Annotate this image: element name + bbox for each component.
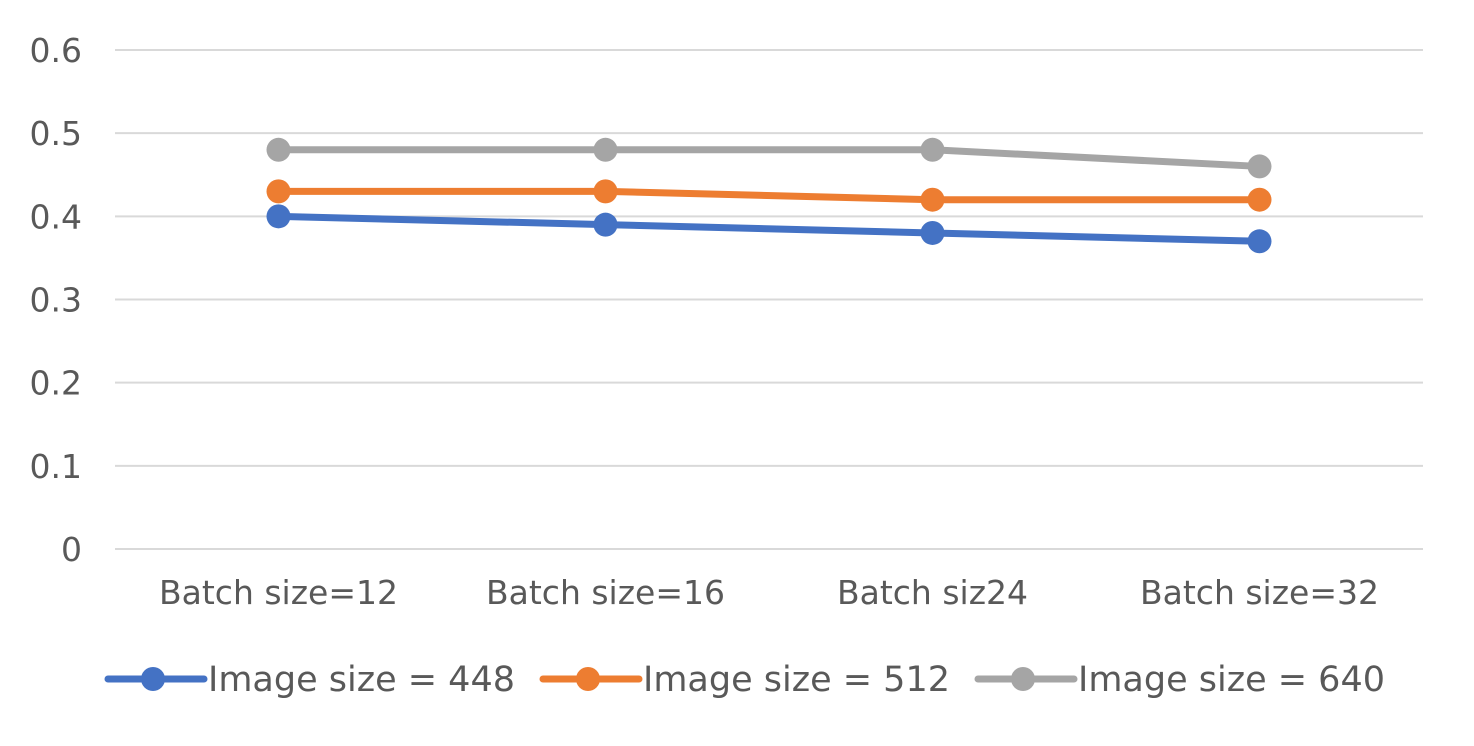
y-tick-label: 0: [61, 530, 82, 569]
legend-item: Image size = 512: [539, 660, 950, 700]
y-tick-label: 0.6: [30, 31, 82, 70]
x-tick-label: Batch size=16: [486, 573, 725, 612]
data-point: [920, 220, 945, 245]
legend-marker: [1011, 667, 1035, 691]
data-point: [266, 179, 291, 204]
legend-item: Image size = 640: [974, 660, 1385, 700]
legend-marker: [141, 667, 165, 691]
x-axis-ticks: Batch size=12 Batch size=16 Batch siz24 Bat…: [159, 573, 1379, 612]
series-line: [275, 212, 1263, 245]
legend-item: Image size = 448: [104, 660, 515, 700]
legend: Image size = 448 Image size = 512 Image si…: [104, 660, 1385, 700]
legend-marker: [576, 667, 600, 691]
y-tick-label: 0.4: [30, 197, 82, 236]
y-tick-label: 0.3: [30, 281, 82, 320]
legend-label: Image size = 448: [208, 660, 515, 700]
gridlines: [115, 49, 1423, 550]
data-point: [266, 204, 291, 229]
legend-label: Image size = 640: [1078, 660, 1385, 700]
x-tick-label: Batch siz24: [837, 573, 1028, 612]
data-point: [1247, 187, 1272, 212]
series-3: [266, 137, 1272, 179]
y-tick-label: 0.1: [30, 447, 82, 486]
data-point: [593, 179, 618, 204]
data-point: [1247, 229, 1272, 254]
data-point: [1247, 154, 1272, 179]
data-point: [920, 187, 945, 212]
series-lines: [266, 137, 1272, 254]
data-point: [593, 212, 618, 237]
data-point: [593, 137, 618, 162]
series-line: [275, 187, 1263, 204]
series-1: [266, 204, 1272, 254]
x-tick-label: Batch size=12: [159, 573, 398, 612]
legend-label: Image size = 512: [643, 660, 950, 700]
y-tick-label: 0.2: [30, 364, 82, 403]
data-point: [920, 137, 945, 162]
y-axis-ticks: 0 0.1 0.2 0.3 0.4 0.5 0.6: [30, 31, 82, 569]
x-tick-label: Batch size=32: [1140, 573, 1379, 612]
series-2: [266, 179, 1272, 212]
series-line: [275, 146, 1263, 170]
y-tick-label: 0.5: [30, 114, 82, 153]
data-point: [266, 137, 291, 162]
